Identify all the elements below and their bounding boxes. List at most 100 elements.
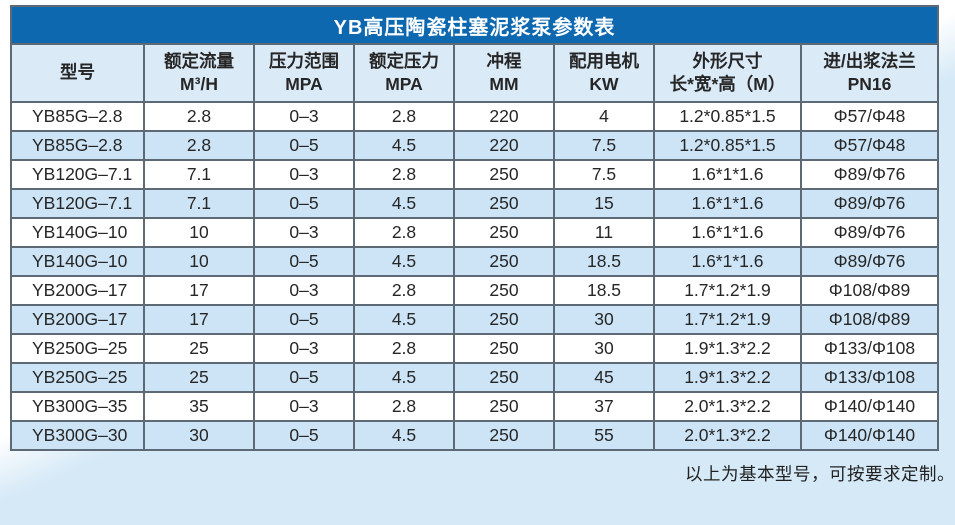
cell-pressure_range: 0–3 [253,391,355,422]
cell-model: YB300G–35 [10,391,145,422]
cell-model: YB140G–10 [10,217,145,248]
table-header-row: 型号 额定流量 M³/H 压力范围 MPA 额定压力 MPA 冲程 MM 配用电机 KW 外… [10,43,940,103]
cell-pressure_range: 0–3 [253,159,355,190]
cell-pressure_range: 0–3 [253,333,355,364]
cell-model: YB120G–7.1 [10,159,145,190]
cell-pressure_range: 0–3 [253,275,355,306]
cell-rated_flow: 2.8 [143,130,255,161]
cell-dimensions: 1.7*1.2*1.9 [653,304,802,335]
cell-model: YB250G–25 [10,362,145,393]
cell-rated_pressure: 4.5 [353,246,455,277]
cell-stroke: 250 [453,420,555,451]
table-row: YB250G–25 25 0–3 2.8 250 30 1.9*1.3*2.2 Φ133/Φ1… [10,333,940,364]
cell-dimensions: 1.9*1.3*2.2 [653,333,802,364]
column-header-rated_flow: 额定流量 M³/H [143,43,255,103]
cell-flange: Φ89/Φ76 [799,246,940,277]
cell-model: YB200G–17 [10,304,145,335]
cell-rated_flow: 25 [143,362,255,393]
table-row: YB200G–17 17 0–3 2.8 250 18.5 1.7*1.2*1.9 Φ108/… [10,275,940,306]
column-header-model: 型号 [10,43,145,103]
cell-flange: Φ133/Φ108 [799,333,940,364]
cell-motor_power: 55 [553,420,655,451]
cell-motor_power: 7.5 [553,159,655,190]
table-title: YB高压陶瓷柱塞泥浆泵参数表 [9,5,940,45]
cell-dimensions: 1.2*0.85*1.5 [653,101,802,132]
cell-pressure_range: 0–5 [253,246,355,277]
cell-rated_pressure: 2.8 [353,101,455,132]
column-header-rated_pressure: 额定压力 MPA [353,43,455,103]
cell-stroke: 250 [453,362,555,393]
cell-motor_power: 11 [553,217,655,248]
cell-dimensions: 2.0*1.3*2.2 [653,391,802,422]
cell-flange: Φ89/Φ76 [799,159,940,190]
cell-flange: Φ57/Φ48 [799,130,940,161]
cell-dimensions: 1.2*0.85*1.5 [653,130,802,161]
cell-stroke: 250 [453,333,555,364]
cell-rated_flow: 17 [143,304,255,335]
cell-rated_pressure: 2.8 [353,391,455,422]
cell-dimensions: 1.6*1*1.6 [653,188,802,219]
cell-dimensions: 1.7*1.2*1.9 [653,275,802,306]
cell-model: YB300G–30 [10,420,145,451]
table-row: YB250G–25 25 0–5 4.5 250 45 1.9*1.3*2.2 Φ133/Φ1… [10,362,940,393]
footer-note: 以上为基本型号，可按要求定制。 [685,464,955,484]
cell-model: YB120G–7.1 [10,188,145,219]
cell-rated_flow: 25 [143,333,255,364]
cell-rated_pressure: 4.5 [353,362,455,393]
cell-pressure_range: 0–3 [253,217,355,248]
cell-motor_power: 18.5 [553,275,655,306]
cell-flange: Φ133/Φ108 [799,362,940,393]
cell-rated_pressure: 4.5 [353,188,455,219]
table-row: YB300G–35 35 0–3 2.8 250 37 2.0*1.3*2.2 Φ140/Φ1… [10,391,940,422]
table-row: YB140G–10 10 0–3 2.8 250 11 1.6*1*1.6 Φ89/Φ76 [10,217,940,248]
table-row: YB200G–17 17 0–5 4.5 250 30 1.7*1.2*1.9 Φ108/Φ8… [10,304,940,335]
cell-flange: Φ108/Φ89 [799,275,940,306]
table-row: YB85G–2.8 2.8 0–3 2.8 220 4 1.2*0.85*1.5 Φ57/Φ4… [10,101,940,132]
column-header-dimensions: 外形尺寸 长*宽*高（M） [653,43,802,103]
table-row: YB120G–7.1 7.1 0–3 2.8 250 7.5 1.6*1*1.6 Φ89/Φ7… [10,159,940,190]
cell-stroke: 250 [453,217,555,248]
cell-stroke: 250 [453,275,555,306]
cell-pressure_range: 0–5 [253,362,355,393]
cell-flange: Φ57/Φ48 [799,101,940,132]
cell-model: YB200G–17 [10,275,145,306]
cell-stroke: 250 [453,304,555,335]
table-row: YB120G–7.1 7.1 0–5 4.5 250 15 1.6*1*1.6 Φ89/Φ76 [10,188,940,219]
column-header-motor_power: 配用电机 KW [553,43,655,103]
cell-rated_flow: 30 [143,420,255,451]
cell-pressure_range: 0–5 [253,304,355,335]
cell-stroke: 220 [453,130,555,161]
cell-rated_pressure: 2.8 [353,333,455,364]
cell-rated_flow: 7.1 [143,188,255,219]
cell-flange: Φ89/Φ76 [799,217,940,248]
cell-dimensions: 1.6*1*1.6 [653,217,802,248]
cell-rated_flow: 35 [143,391,255,422]
cell-rated_flow: 17 [143,275,255,306]
page: YB高压陶瓷柱塞泥浆泵参数表 型号 额定流量 M³/H 压力范围 MPA 额定压力 M… [9,5,955,484]
cell-flange: Φ89/Φ76 [799,188,940,219]
cell-motor_power: 30 [553,333,655,364]
cell-dimensions: 1.9*1.3*2.2 [653,362,802,393]
column-header-stroke: 冲程 MM [453,43,555,103]
cell-motor_power: 15 [553,188,655,219]
cell-rated_pressure: 2.8 [353,159,455,190]
cell-rated_flow: 10 [143,217,255,248]
cell-flange: Φ140/Φ140 [799,391,940,422]
cell-rated_pressure: 4.5 [353,130,455,161]
cell-motor_power: 18.5 [553,246,655,277]
cell-model: YB85G–2.8 [10,130,145,161]
cell-flange: Φ140/Φ140 [799,420,940,451]
cell-stroke: 250 [453,246,555,277]
cell-model: YB250G–25 [10,333,145,364]
cell-pressure_range: 0–5 [253,130,355,161]
cell-stroke: 250 [453,391,555,422]
cell-pressure_range: 0–5 [253,188,355,219]
table-row: YB140G–10 10 0–5 4.5 250 18.5 1.6*1*1.6 Φ89/Φ76 [10,246,940,277]
cell-dimensions: 2.0*1.3*2.2 [653,420,802,451]
cell-pressure_range: 0–3 [253,101,355,132]
cell-motor_power: 7.5 [553,130,655,161]
cell-rated_flow: 7.1 [143,159,255,190]
cell-motor_power: 4 [553,101,655,132]
cell-rated_pressure: 4.5 [353,304,455,335]
cell-rated_flow: 10 [143,246,255,277]
